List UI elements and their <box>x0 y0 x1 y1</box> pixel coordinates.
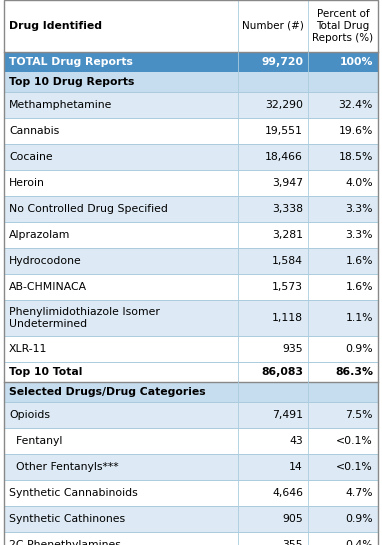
Text: Cannabis: Cannabis <box>9 126 59 136</box>
Text: XLR-11: XLR-11 <box>9 344 47 354</box>
Bar <box>4 480 378 506</box>
Bar <box>4 506 378 532</box>
Text: 1.1%: 1.1% <box>345 313 373 323</box>
Text: 99,720: 99,720 <box>261 57 303 67</box>
Text: 18,466: 18,466 <box>265 152 303 162</box>
Bar <box>4 72 378 92</box>
Text: Synthetic Cannabinoids: Synthetic Cannabinoids <box>9 488 138 498</box>
Text: Top 10 Drug Reports: Top 10 Drug Reports <box>9 77 134 87</box>
Text: 3,338: 3,338 <box>272 204 303 214</box>
Text: 7.5%: 7.5% <box>345 410 373 420</box>
Bar <box>4 222 378 248</box>
Text: 19,551: 19,551 <box>265 126 303 136</box>
Text: Top 10 Total: Top 10 Total <box>9 367 83 377</box>
Text: 905: 905 <box>282 514 303 524</box>
Text: Heroin: Heroin <box>9 178 45 188</box>
Bar <box>4 402 378 428</box>
Text: 18.5%: 18.5% <box>338 152 373 162</box>
Text: Synthetic Cathinones: Synthetic Cathinones <box>9 514 125 524</box>
Text: 1,573: 1,573 <box>272 282 303 292</box>
Text: 7,491: 7,491 <box>272 410 303 420</box>
Bar <box>4 92 378 118</box>
Bar <box>4 532 378 545</box>
Text: 0.9%: 0.9% <box>345 514 373 524</box>
Text: Percent of
Total Drug
Reports (%): Percent of Total Drug Reports (%) <box>312 9 374 44</box>
Text: 1.6%: 1.6% <box>345 282 373 292</box>
Text: 4,646: 4,646 <box>272 488 303 498</box>
Text: 355: 355 <box>282 540 303 545</box>
Text: Drug Identified: Drug Identified <box>9 21 102 31</box>
Text: 14: 14 <box>289 462 303 472</box>
Text: 19.6%: 19.6% <box>338 126 373 136</box>
Bar <box>4 0 378 52</box>
Bar <box>4 362 378 382</box>
Bar <box>4 336 378 362</box>
Bar <box>4 274 378 300</box>
Text: 3.3%: 3.3% <box>345 204 373 214</box>
Bar <box>4 170 378 196</box>
Bar <box>4 144 378 170</box>
Text: Alprazolam: Alprazolam <box>9 230 70 240</box>
Text: 4.0%: 4.0% <box>345 178 373 188</box>
Text: 86,083: 86,083 <box>261 367 303 377</box>
Text: AB-CHMINACA: AB-CHMINACA <box>9 282 87 292</box>
Bar <box>4 196 378 222</box>
Text: Fentanyl: Fentanyl <box>9 436 62 446</box>
Text: <0.1%: <0.1% <box>336 462 373 472</box>
Text: 3,947: 3,947 <box>272 178 303 188</box>
Bar <box>4 248 378 274</box>
Text: 1,584: 1,584 <box>272 256 303 266</box>
Bar <box>4 52 378 72</box>
Text: 2C Phenethylamines: 2C Phenethylamines <box>9 540 121 545</box>
Text: 43: 43 <box>289 436 303 446</box>
Text: Cocaine: Cocaine <box>9 152 53 162</box>
Text: Opioids: Opioids <box>9 410 50 420</box>
Bar <box>4 454 378 480</box>
Text: No Controlled Drug Specified: No Controlled Drug Specified <box>9 204 168 214</box>
Text: Hydrocodone: Hydrocodone <box>9 256 82 266</box>
Text: Selected Drugs/Drug Categories: Selected Drugs/Drug Categories <box>9 387 206 397</box>
Text: 1,118: 1,118 <box>272 313 303 323</box>
Bar <box>4 118 378 144</box>
Bar <box>4 382 378 402</box>
Text: 4.7%: 4.7% <box>345 488 373 498</box>
Text: 935: 935 <box>282 344 303 354</box>
Text: 0.9%: 0.9% <box>345 344 373 354</box>
Text: Number (#): Number (#) <box>242 21 304 31</box>
Text: 0.4%: 0.4% <box>345 540 373 545</box>
Text: 32,290: 32,290 <box>265 100 303 110</box>
Text: Methamphetamine: Methamphetamine <box>9 100 112 110</box>
Text: Other Fentanyls***: Other Fentanyls*** <box>9 462 119 472</box>
Bar <box>4 428 378 454</box>
Text: 100%: 100% <box>340 57 373 67</box>
Text: TOTAL Drug Reports: TOTAL Drug Reports <box>9 57 133 67</box>
Text: 86.3%: 86.3% <box>335 367 373 377</box>
Text: Phenylimidothiazole Isomer
Undetermined: Phenylimidothiazole Isomer Undetermined <box>9 307 160 329</box>
Text: 3.3%: 3.3% <box>345 230 373 240</box>
Text: 3,281: 3,281 <box>272 230 303 240</box>
Bar <box>4 300 378 336</box>
Text: 1.6%: 1.6% <box>345 256 373 266</box>
Text: <0.1%: <0.1% <box>336 436 373 446</box>
Text: 32.4%: 32.4% <box>338 100 373 110</box>
